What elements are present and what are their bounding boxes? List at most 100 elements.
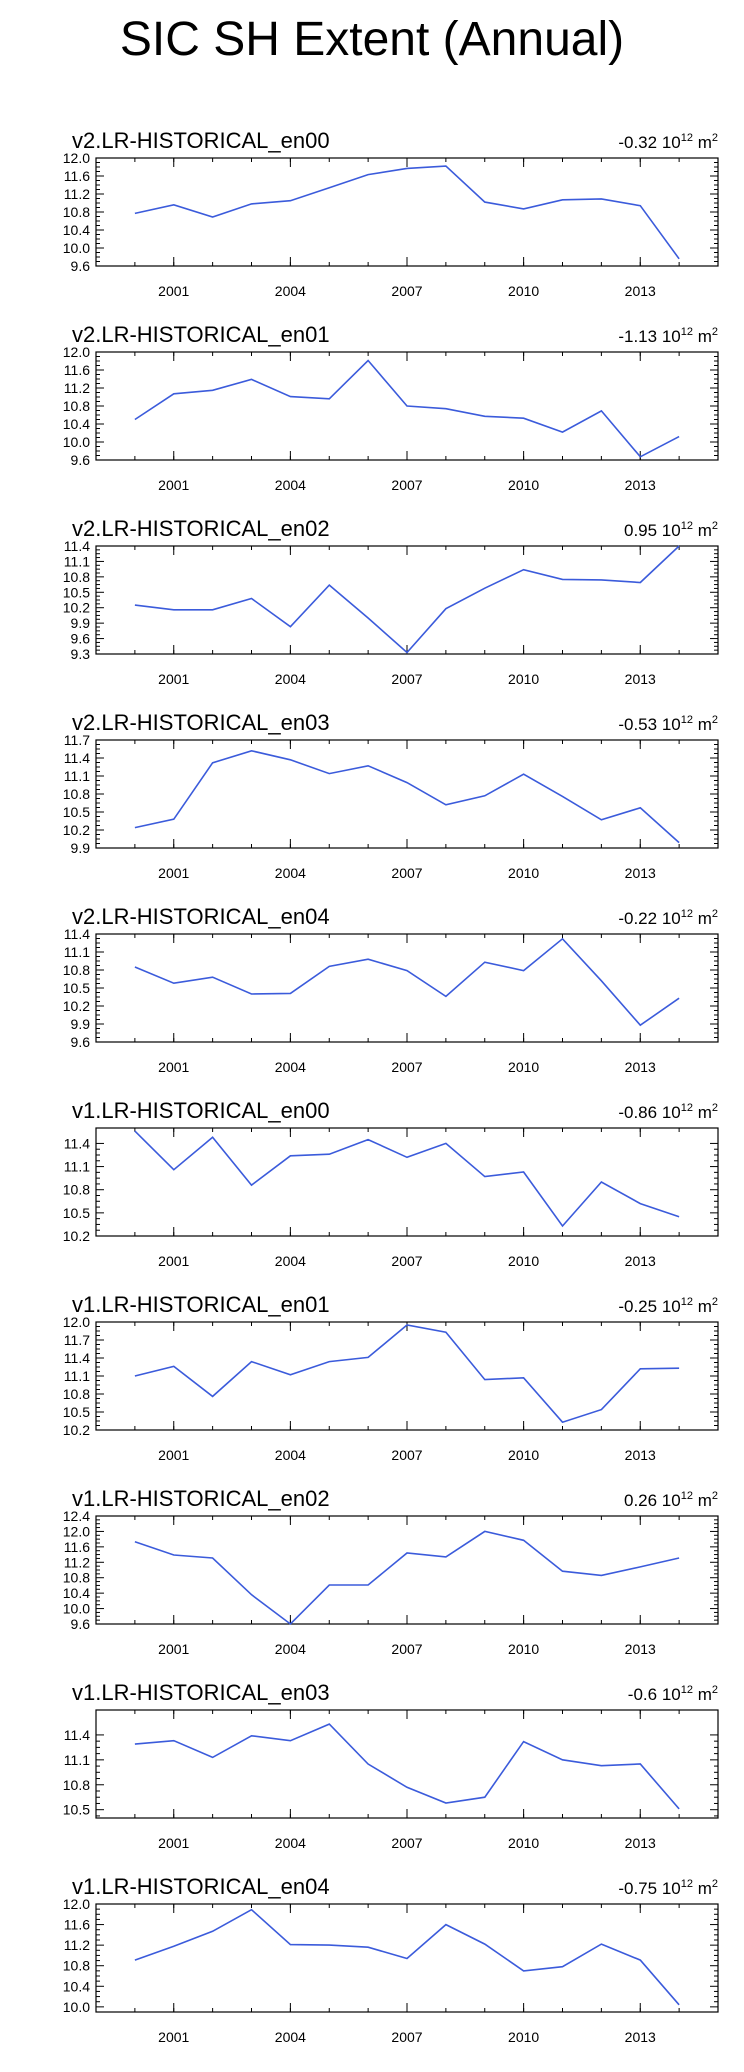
trend-exponent: 12 — [681, 908, 693, 920]
trend-label: -0.32 1012 m2 — [618, 132, 718, 152]
trend-unit: m — [693, 521, 712, 540]
trend-unit-power: 2 — [712, 1490, 718, 1502]
data-point — [561, 1570, 563, 1572]
trend-value: -0.6 10 — [628, 1685, 681, 1704]
y-tick-label: 12.0 — [63, 150, 90, 166]
chart-panel: v1.LR-HISTORICAL_en04 -0.75 1012 m2 12.0 11… — [63, 1874, 719, 2045]
y-tick-label: 9.9 — [71, 840, 91, 856]
series-line — [134, 749, 680, 844]
x-tick-label: 2010 — [508, 477, 539, 493]
y-tick-label: 11.1 — [64, 944, 90, 960]
data-point — [328, 1944, 330, 1946]
y-tick-label: 11.1 — [64, 1752, 90, 1768]
x-tick-label: 2007 — [391, 283, 422, 299]
y-tick-label: 11.4 — [64, 1135, 90, 1151]
x-tick-label: 2004 — [275, 283, 306, 299]
data-point — [250, 1184, 252, 1186]
data-point — [484, 415, 486, 417]
x-tick-label: 2001 — [158, 865, 189, 881]
trend-unit: m — [693, 327, 712, 346]
data-point — [678, 1808, 680, 1810]
data-point — [600, 1181, 602, 1183]
data-point — [678, 435, 680, 437]
y-tick-label: 11.4 — [64, 1350, 90, 1366]
y-tick-label: 9.6 — [71, 1034, 91, 1050]
data-point — [173, 1740, 175, 1742]
data-point — [561, 938, 563, 940]
x-tick-label: 2013 — [625, 477, 656, 493]
data-point — [406, 1786, 408, 1788]
x-tick-label: 2013 — [625, 1447, 656, 1463]
data-point — [211, 216, 213, 218]
trend-value: 0.95 10 — [624, 521, 681, 540]
x-tick-label: 2001 — [158, 2029, 189, 2045]
y-tick-label: 11.6 — [64, 1917, 90, 1933]
x-tick-label: 2007 — [391, 1641, 422, 1657]
x-tick-label: 2013 — [625, 671, 656, 687]
data-point — [289, 1623, 291, 1625]
series-line — [134, 359, 680, 458]
y-tick-label: 10.4 — [63, 222, 90, 238]
y-tick-label: 9.3 — [71, 646, 91, 662]
trend-unit-power: 2 — [712, 1878, 718, 1890]
trend-value: -0.53 10 — [618, 715, 680, 734]
data-point — [561, 1966, 563, 1968]
trend-exponent: 12 — [681, 1684, 693, 1696]
x-tick-label: 2013 — [625, 283, 656, 299]
data-point — [678, 997, 680, 999]
data-point — [367, 617, 369, 619]
trend-value: -0.25 10 — [618, 1297, 680, 1316]
data-point — [134, 418, 136, 420]
trend-label: -0.22 1012 m2 — [618, 908, 718, 928]
trend-label: 0.26 1012 m2 — [624, 1490, 718, 1510]
x-tick-label: 2013 — [625, 1253, 656, 1269]
data-point — [484, 1796, 486, 1798]
x-tick-label: 2013 — [625, 1059, 656, 1075]
data-point — [289, 626, 291, 628]
trend-exponent: 12 — [681, 520, 693, 532]
trend-label: -0.6 1012 m2 — [628, 1684, 718, 1704]
x-tick-label: 2013 — [625, 1641, 656, 1657]
y-tick-label: 11.4 — [64, 926, 90, 942]
trend-unit: m — [693, 909, 712, 928]
trend-value: -0.86 10 — [618, 1103, 680, 1122]
data-point — [134, 826, 136, 828]
x-tick-label: 2007 — [391, 2029, 422, 2045]
data-point — [211, 762, 213, 764]
trend-exponent: 12 — [681, 132, 693, 144]
trend-value: -0.75 10 — [618, 1879, 680, 1898]
y-tick-label: 10.8 — [63, 1570, 90, 1586]
trend-unit: m — [693, 1685, 712, 1704]
trend-unit-power: 2 — [712, 714, 718, 726]
chart-panel: v1.LR-HISTORICAL_en02 0.26 1012 m2 12.412.… — [63, 1486, 719, 1657]
data-point — [328, 965, 330, 967]
y-tick-label: 10.8 — [63, 1182, 90, 1198]
data-point — [678, 841, 680, 843]
x-tick-label: 2004 — [275, 477, 306, 493]
data-point — [639, 1024, 641, 1026]
data-point — [134, 1541, 136, 1543]
data-point — [173, 204, 175, 206]
data-point — [406, 651, 408, 653]
data-point — [522, 417, 524, 419]
trend-unit: m — [693, 1491, 712, 1510]
data-point — [445, 995, 447, 997]
y-tick-label: 11.7 — [64, 732, 90, 748]
x-tick-label: 2007 — [391, 1447, 422, 1463]
y-tick-label: 9.6 — [71, 258, 91, 274]
data-point — [211, 389, 213, 391]
y-tick-label: 10.2 — [63, 998, 90, 1014]
chart-title: v2.LR-HISTORICAL_en02 — [72, 516, 330, 541]
data-point — [250, 993, 252, 995]
y-tick-label: 10.2 — [63, 600, 90, 616]
data-point — [561, 199, 563, 201]
data-point — [600, 1943, 602, 1945]
data-point — [328, 1584, 330, 1586]
data-point — [289, 1155, 291, 1157]
trend-unit-power: 2 — [712, 1684, 718, 1696]
chart-title: v2.LR-HISTORICAL_en03 — [72, 710, 330, 735]
chart-panel: v1.LR-HISTORICAL_en00 -0.86 1012 m2 11.4 11… — [63, 1098, 719, 1269]
data-point — [639, 807, 641, 809]
trend-label: -0.75 1012 m2 — [618, 1878, 718, 1898]
x-tick-label: 2001 — [158, 477, 189, 493]
